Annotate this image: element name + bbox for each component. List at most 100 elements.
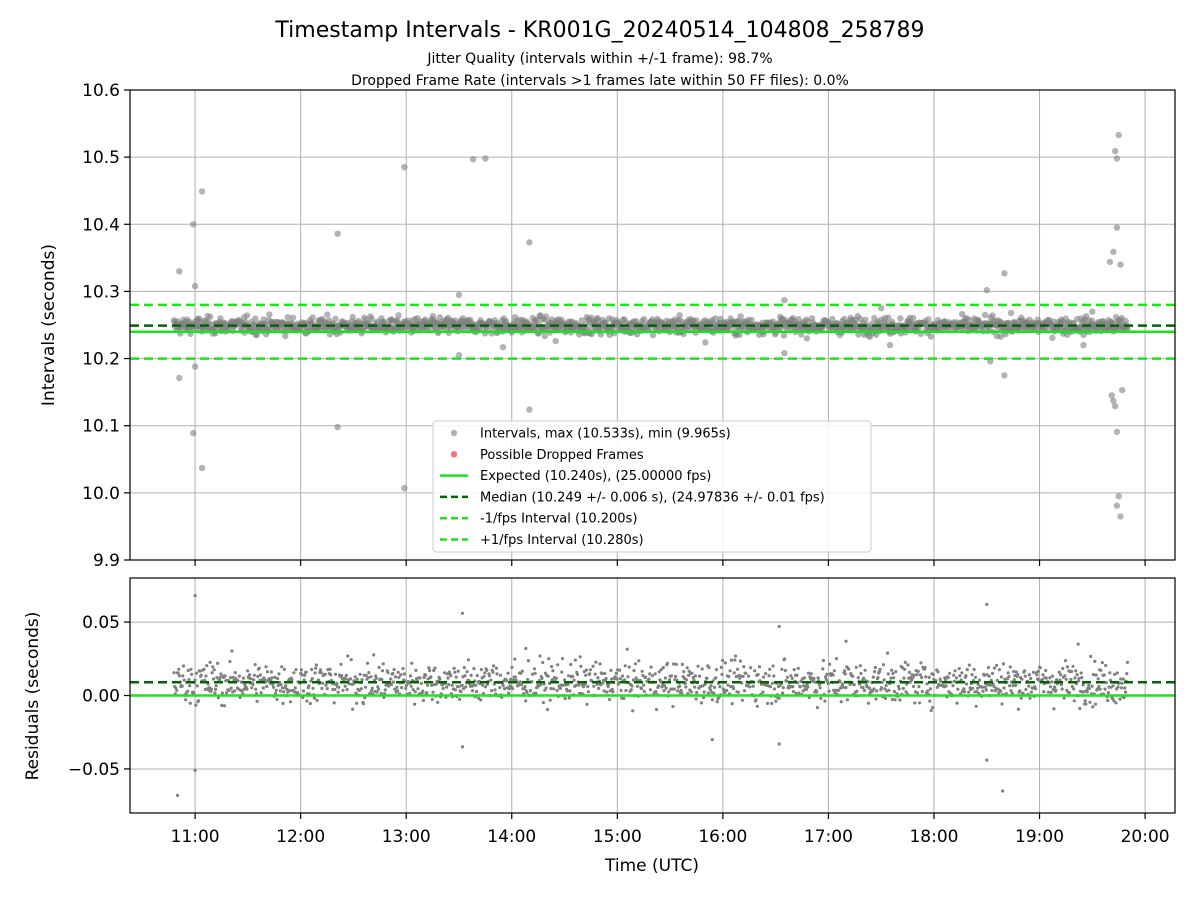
residual-point: [878, 667, 882, 672]
residual-point: [257, 666, 261, 670]
residual-point: [817, 683, 822, 687]
residual-point: [626, 675, 630, 679]
residual-point: [725, 688, 729, 693]
residual-point: [485, 668, 489, 672]
residual-point: [602, 689, 606, 693]
residual-point: [541, 701, 546, 705]
residual-point: [552, 687, 556, 691]
interval-point: [781, 350, 788, 357]
residual-point: [637, 659, 641, 663]
residual-point: [547, 657, 551, 661]
residual-point: [277, 672, 281, 676]
residual-point: [269, 670, 273, 674]
residual-point: [654, 689, 658, 694]
interval-point: [737, 313, 744, 320]
residual-point: [990, 688, 994, 693]
residual-point: [753, 669, 757, 673]
interval-point: [289, 314, 297, 321]
residual-point: [785, 679, 789, 683]
residual-point: [631, 678, 636, 682]
residual-point: [355, 677, 359, 681]
residual-point: [303, 673, 307, 677]
residual-point: [777, 624, 781, 629]
residual-point: [893, 698, 897, 702]
interval-point: [885, 314, 892, 321]
residual-point: [1080, 676, 1084, 680]
interval-point: [526, 239, 533, 246]
residual-point: [271, 682, 275, 687]
interval-point: [640, 316, 648, 323]
residual-point: [978, 678, 982, 682]
residual-point: [449, 674, 453, 678]
residual-point: [1073, 676, 1077, 680]
residual-point: [1023, 669, 1027, 673]
residual-point: [1001, 662, 1006, 666]
residual-point: [202, 667, 206, 671]
x-tick-label: 15:00: [593, 827, 642, 847]
residual-point: [490, 689, 494, 693]
residual-point: [224, 691, 229, 695]
residual-point: [1096, 677, 1100, 681]
residual-point: [797, 691, 801, 695]
residual-point: [674, 662, 678, 667]
residual-point: [528, 689, 533, 693]
residual-point: [705, 676, 709, 680]
residual-point: [588, 668, 593, 672]
residual-point: [824, 675, 828, 679]
residual-point: [955, 701, 959, 705]
residual-point: [199, 673, 203, 677]
residual-point: [710, 738, 714, 742]
residual-point: [555, 688, 559, 693]
residual-point: [783, 668, 788, 673]
residual-point: [919, 661, 923, 665]
residual-point: [212, 668, 216, 672]
residual-point: [682, 670, 686, 674]
residual-point: [663, 684, 667, 688]
residual-point: [600, 671, 604, 676]
residual-point: [370, 689, 374, 693]
residual-point: [588, 672, 592, 676]
residual-point: [944, 684, 948, 688]
residual-point: [764, 672, 768, 676]
residual-point: [790, 676, 794, 681]
residual-point: [659, 668, 663, 672]
residual-point: [988, 683, 993, 687]
residual-point: [392, 667, 396, 672]
residual-point: [995, 663, 999, 667]
residual-point: [1009, 689, 1013, 693]
residual-point: [709, 684, 713, 688]
residual-point: [351, 707, 355, 711]
residual-point: [323, 672, 327, 676]
residual-point: [1018, 689, 1022, 693]
residual-point: [1072, 687, 1076, 691]
interval-point: [542, 313, 550, 320]
interval-point: [207, 313, 214, 321]
residual-point: [520, 683, 524, 687]
y-axis-label-intervals: Intervals (seconds): [39, 244, 59, 406]
residual-point: [498, 673, 503, 677]
residual-point: [361, 702, 366, 706]
residual-point: [541, 660, 545, 665]
residual-point: [302, 678, 306, 682]
residual-point: [1052, 707, 1056, 711]
residual-point: [309, 679, 313, 683]
interval-point: [736, 331, 743, 338]
residual-point: [603, 671, 607, 676]
interval-point: [578, 317, 585, 324]
residual-point: [457, 685, 461, 689]
residual-point: [305, 699, 309, 703]
residual-point: [642, 683, 646, 687]
residual-point: [614, 671, 618, 675]
residual-point: [400, 686, 404, 690]
residual-point: [1035, 673, 1039, 677]
residual-point: [742, 665, 746, 669]
residual-point: [543, 671, 548, 675]
legend-label: Possible Dropped Frames: [480, 448, 644, 463]
interval-point: [748, 316, 755, 324]
residual-point: [509, 677, 513, 682]
x-tick-label: 19:00: [1015, 827, 1064, 847]
residual-point: [883, 687, 887, 691]
residual-point: [408, 691, 412, 695]
residual-point: [823, 699, 827, 703]
residual-point: [844, 639, 848, 643]
